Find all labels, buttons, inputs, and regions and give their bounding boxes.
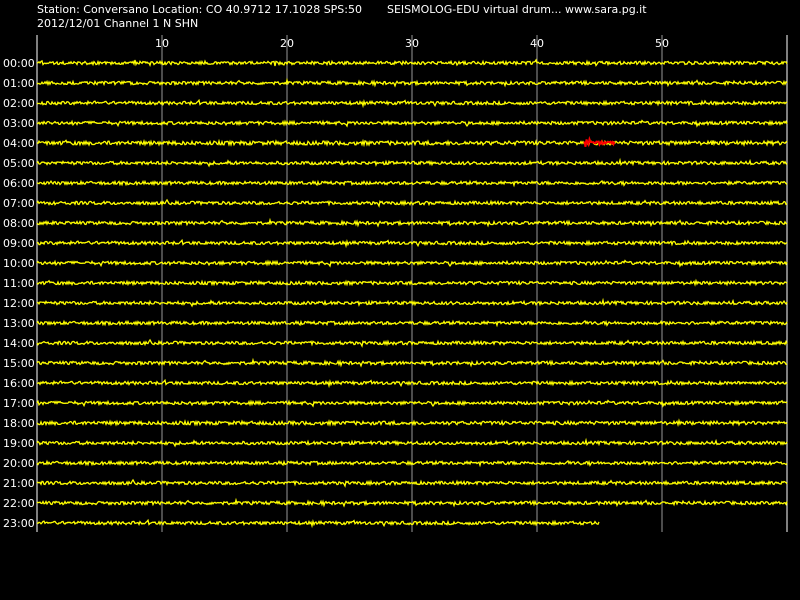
x-tick-label: 30 (405, 37, 419, 50)
row-time-label: 18:00 (3, 417, 35, 430)
x-tick-label: 10 (155, 37, 169, 50)
trace-line (36, 357, 788, 368)
row-time-label: 07:00 (3, 197, 35, 210)
row-time-label: 06:00 (3, 177, 35, 190)
trace-line (36, 238, 788, 249)
trace-line (36, 98, 788, 109)
trace-line (36, 338, 788, 348)
trace-line (36, 157, 788, 168)
trace-line (36, 418, 788, 428)
trace-line (36, 259, 788, 268)
row-time-label: 04:00 (3, 137, 35, 150)
row-time-label: 10:00 (3, 257, 35, 270)
x-tick-label: 40 (530, 37, 544, 50)
trace-line (36, 319, 788, 328)
trace-line (36, 217, 788, 228)
trace-line (36, 297, 788, 308)
row-time-label: 11:00 (3, 277, 35, 290)
trace-line (36, 278, 788, 287)
row-time-label: 13:00 (3, 317, 35, 330)
trace-line (36, 378, 788, 389)
app-title: SEISMOLOG-EDU virtual drum... www.sara.p… (387, 3, 647, 16)
event-layer (583, 135, 616, 148)
x-tick-label: 20 (280, 37, 294, 50)
trace-line (36, 478, 788, 488)
row-time-label: 23:00 (3, 517, 35, 530)
row-time-label: 16:00 (3, 377, 35, 390)
trace-line (36, 497, 788, 508)
row-time-label: 03:00 (3, 117, 35, 130)
row-time-label: 19:00 (3, 437, 35, 450)
date-channel-info: 2012/12/01 Channel 1 N SHN (37, 17, 199, 30)
row-time-label: 12:00 (3, 297, 35, 310)
row-time-label: 21:00 (3, 477, 35, 490)
row-time-label: 22:00 (3, 497, 35, 510)
row-time-label: 20:00 (3, 457, 35, 470)
row-time-label: 05:00 (3, 157, 35, 170)
trace-line (36, 198, 788, 208)
event-marker (583, 135, 616, 148)
trace-line (36, 179, 788, 188)
trace-line (36, 58, 788, 67)
trace-line (36, 459, 788, 468)
row-time-label: 17:00 (3, 397, 35, 410)
row-time-label: 09:00 (3, 237, 35, 250)
trace-line (36, 518, 600, 529)
row-time-label: 02:00 (3, 97, 35, 110)
trace-line (36, 119, 788, 128)
row-time-label: 00:00 (3, 57, 35, 70)
row-time-label: 14:00 (3, 337, 35, 350)
trace-line (36, 138, 788, 148)
row-time-label: 15:00 (3, 357, 35, 370)
trace-line (36, 399, 788, 408)
x-tick-label: 50 (655, 37, 669, 50)
station-info: Station: Conversano Location: CO 40.9712… (37, 3, 362, 16)
row-time-label: 08:00 (3, 217, 35, 230)
trace-line (36, 77, 788, 88)
label-layer: 10 20 30 40 50 00:00 01:00 02:00 03:00 04:00 05:00… (3, 37, 669, 530)
row-time-label: 01:00 (3, 77, 35, 90)
trace-line (36, 437, 788, 448)
trace-layer (36, 58, 788, 529)
